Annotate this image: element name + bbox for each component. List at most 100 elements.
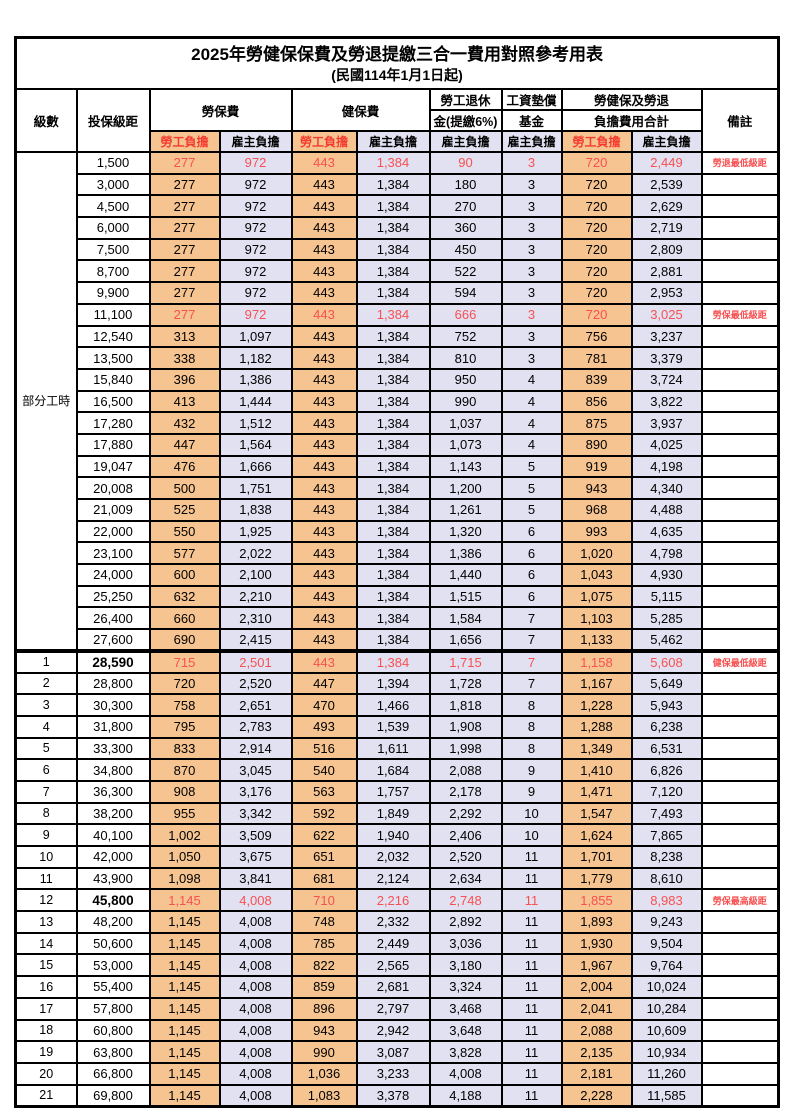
total-employer-cell: 4,025 xyxy=(630,432,703,457)
pension-employer-cell: 1,386 xyxy=(428,541,503,566)
hi-employer-cell: 3,378 xyxy=(355,1083,431,1108)
bracket-cell: 31,800 xyxy=(75,714,151,739)
li-employee-cell: 500 xyxy=(148,476,221,500)
fund-employer-cell: 11 xyxy=(500,1040,563,1064)
total-employee-cell: 1,624 xyxy=(560,823,633,847)
total-employee-cell: 1,701 xyxy=(560,845,633,869)
pension-employer-cell: 2,178 xyxy=(428,779,503,804)
fund-employer-cell: 3 xyxy=(500,237,563,262)
bracket-cell: 63,800 xyxy=(75,1040,151,1064)
level-cell: 4 xyxy=(14,714,78,739)
li-employer-cell: 972 xyxy=(218,237,293,262)
total-employee-cell: 720 xyxy=(560,151,633,175)
li-employer-cell: 2,210 xyxy=(218,584,293,609)
total-employee-cell: 1,855 xyxy=(560,888,633,913)
pension-employer-cell: 1,073 xyxy=(428,432,503,457)
hi-employee-cell: 651 xyxy=(290,845,358,869)
hi-employer-cell: 1,384 xyxy=(355,476,431,500)
li-employer-cell: 2,415 xyxy=(218,628,293,652)
total-employer-cell: 7,493 xyxy=(630,801,703,826)
pension-employer-cell: 2,406 xyxy=(428,823,503,847)
pension-employer-cell: 1,728 xyxy=(428,671,503,696)
bracket-cell: 34,800 xyxy=(75,758,151,782)
total-employer-cell: 2,809 xyxy=(630,237,703,262)
remark-cell xyxy=(700,519,780,544)
table-row: 13,500 338 1,182 443 1,384 810 3 781 3,379 xyxy=(16,346,780,370)
pension-employer-cell: 3,036 xyxy=(428,931,503,956)
li-employer-cell: 972 xyxy=(218,194,293,219)
pension-employer-cell: 1,515 xyxy=(428,584,503,609)
remark-cell xyxy=(700,996,780,1021)
subheader-li-employee: 勞工負擔 xyxy=(148,130,221,153)
premium-table: 2025年勞健保保費及勞退提繳三合一費用對照參考用表 (民國114年1月1日起)… xyxy=(14,36,781,1108)
hi-employee-cell: 622 xyxy=(290,823,358,847)
pension-employer-cell: 594 xyxy=(428,281,503,305)
hi-employer-cell: 1,384 xyxy=(355,324,431,349)
bracket-cell: 16,500 xyxy=(75,389,151,414)
bracket-cell: 36,300 xyxy=(75,779,151,804)
remark-cell xyxy=(700,758,780,782)
fund-employer-cell: 7 xyxy=(500,648,563,674)
li-employee-cell: 277 xyxy=(148,151,221,175)
remark-cell xyxy=(700,367,780,392)
li-employer-cell: 4,008 xyxy=(218,996,293,1021)
hi-employee-cell: 592 xyxy=(290,801,358,826)
li-employee-cell: 720 xyxy=(148,671,221,696)
hi-employee-cell: 443 xyxy=(290,216,358,240)
bracket-cell: 27,600 xyxy=(75,628,151,652)
total-employee-cell: 890 xyxy=(560,432,633,457)
total-employee-cell: 1,133 xyxy=(560,628,633,652)
total-employee-cell: 720 xyxy=(560,172,633,197)
bracket-cell: 7,500 xyxy=(75,237,151,262)
table-row: 7,500 277 972 443 1,384 450 3 720 2,809 xyxy=(16,237,780,262)
total-employee-cell: 1,288 xyxy=(560,714,633,739)
hi-employer-cell: 2,797 xyxy=(355,996,431,1021)
fund-employer-cell: 11 xyxy=(500,1083,563,1108)
li-employee-cell: 1,145 xyxy=(148,931,221,956)
remark-cell xyxy=(700,194,780,219)
remark-cell: 勞退最低級距 xyxy=(700,151,780,175)
table-row: 9 40,100 1,002 3,509 622 1,940 2,406 10 1,624 7,8… xyxy=(14,823,780,847)
level-cell: 2 xyxy=(14,671,78,696)
fund-employer-cell: 11 xyxy=(500,1018,563,1043)
table-row: 21,009 525 1,838 443 1,384 1,261 5 968 4,488 xyxy=(16,498,780,522)
hi-employer-cell: 2,449 xyxy=(355,931,431,956)
remark-cell xyxy=(700,259,780,284)
pension-employer-cell: 2,634 xyxy=(428,866,503,891)
table-row: 20,008 500 1,751 443 1,384 1,200 5 943 4,340 xyxy=(16,476,780,500)
li-employee-cell: 1,002 xyxy=(148,823,221,847)
li-employer-cell: 2,310 xyxy=(218,606,293,631)
table-row: 22,000 550 1,925 443 1,384 1,320 6 993 4,635 xyxy=(16,519,780,544)
total-employer-cell: 6,238 xyxy=(630,714,703,739)
header-remark: 備註 xyxy=(700,88,780,153)
hi-employee-cell: 443 xyxy=(290,324,358,349)
title-row: 2025年勞健保保費及勞退提繳三合一費用對照參考用表 (民國114年1月1日起) xyxy=(14,36,780,90)
header-labor-insurance: 勞保費 xyxy=(148,88,293,132)
hi-employee-cell: 443 xyxy=(290,346,358,370)
li-employer-cell: 2,783 xyxy=(218,714,293,739)
pension-employer-cell: 2,748 xyxy=(428,888,503,913)
fund-employer-cell: 5 xyxy=(500,454,563,479)
li-employer-cell: 2,651 xyxy=(218,693,293,717)
li-employer-cell: 2,501 xyxy=(218,648,293,674)
table-row: 11,100 277 972 443 1,384 666 3 720 3,025 勞保最低級距 xyxy=(16,302,780,327)
li-employer-cell: 1,097 xyxy=(218,324,293,349)
fund-employer-cell: 3 xyxy=(500,346,563,370)
bracket-cell: 12,540 xyxy=(75,324,151,349)
li-employee-cell: 1,145 xyxy=(148,1083,221,1108)
total-employee-cell: 1,893 xyxy=(560,910,633,934)
fund-employer-cell: 5 xyxy=(500,498,563,522)
total-employer-cell: 10,609 xyxy=(630,1018,703,1043)
fund-employer-cell: 8 xyxy=(500,693,563,717)
li-employee-cell: 277 xyxy=(148,216,221,240)
bracket-cell: 1,500 xyxy=(75,151,151,175)
pension-employer-cell: 666 xyxy=(428,302,503,327)
pension-employer-cell: 3,324 xyxy=(428,975,503,999)
total-employer-cell: 5,649 xyxy=(630,671,703,696)
hi-employee-cell: 443 xyxy=(290,367,358,392)
total-employee-cell: 720 xyxy=(560,302,633,327)
bracket-cell: 17,280 xyxy=(75,411,151,435)
total-employee-cell: 781 xyxy=(560,346,633,370)
bracket-cell: 30,300 xyxy=(75,693,151,717)
bracket-cell: 13,500 xyxy=(75,346,151,370)
